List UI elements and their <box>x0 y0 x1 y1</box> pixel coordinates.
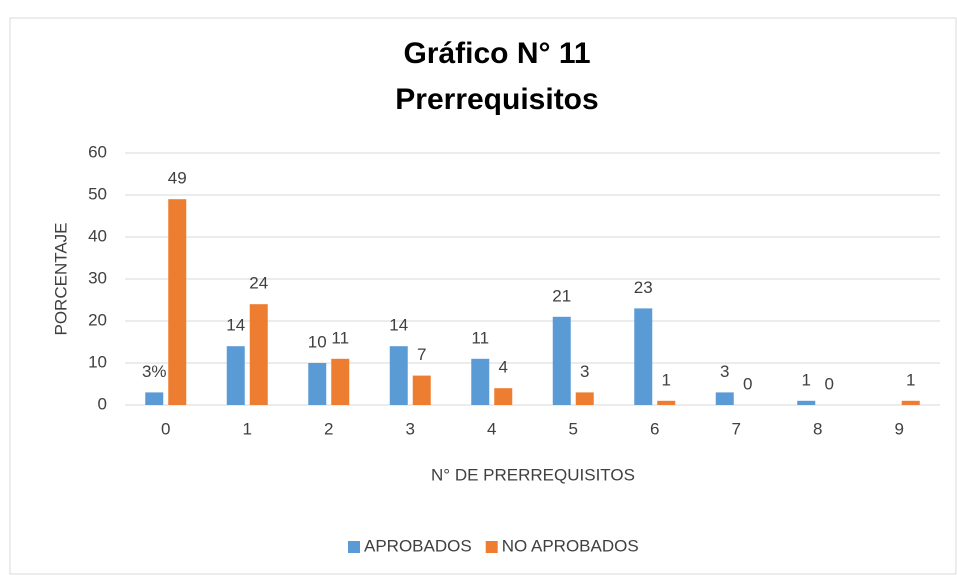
data-label: 1 <box>662 370 671 389</box>
y-tick-label: 60 <box>88 142 107 161</box>
data-label: 23 <box>634 278 653 297</box>
data-label: 14 <box>389 316 408 335</box>
bar <box>412 375 431 405</box>
data-label: 24 <box>249 274 268 293</box>
data-label: 0 <box>825 374 834 393</box>
bar <box>389 346 408 405</box>
x-tick-label: 7 <box>732 419 741 438</box>
bar <box>797 400 816 405</box>
data-label: 0 <box>743 374 752 393</box>
data-label: 1 <box>906 370 915 389</box>
y-tick-label: 30 <box>88 268 107 287</box>
y-tick-label: 40 <box>88 226 107 245</box>
data-label: 10 <box>308 332 327 351</box>
legend-swatch <box>485 541 498 553</box>
data-label: 3 <box>720 362 729 381</box>
legend-label: NO APROBADOS <box>502 536 639 555</box>
x-tick-label: 4 <box>487 419 496 438</box>
y-tick-label: 0 <box>98 394 107 413</box>
data-label: 21 <box>552 286 571 305</box>
data-label: 4 <box>499 358 508 377</box>
x-axis-label: N° DE PRERREQUISITOS <box>431 465 635 484</box>
x-tick-label: 3 <box>406 419 415 438</box>
data-label: 49 <box>168 169 187 188</box>
y-tick-label: 10 <box>88 352 107 371</box>
bar <box>331 358 350 405</box>
legend-swatch <box>348 541 360 553</box>
data-label: 3 <box>580 362 589 381</box>
data-label: 11 <box>331 328 349 347</box>
bar <box>308 363 327 405</box>
x-tick-label: 5 <box>569 419 578 438</box>
bar <box>494 388 513 405</box>
data-label: 3% <box>142 362 167 381</box>
data-label: 14 <box>226 316 245 335</box>
y-tick-label: 50 <box>88 184 107 203</box>
bar <box>901 400 920 405</box>
bar <box>471 358 490 405</box>
bar <box>168 199 187 405</box>
legend-label: APROBADOS <box>364 536 472 555</box>
bar <box>715 392 734 405</box>
chart-title: Gráfico N° 11 <box>403 37 590 70</box>
data-label: 1 <box>802 370 811 389</box>
x-tick-label: 0 <box>161 419 170 438</box>
x-tick-label: 9 <box>895 419 904 438</box>
bar <box>657 400 676 405</box>
x-tick-label: 1 <box>243 419 252 438</box>
bar <box>249 304 268 405</box>
bar <box>575 392 594 405</box>
x-tick-label: 6 <box>650 419 659 438</box>
data-label: 7 <box>417 345 426 364</box>
chart-frame <box>9 17 957 575</box>
chart-title: Prerrequisitos <box>395 83 598 116</box>
x-tick-label: 2 <box>324 419 333 438</box>
x-tick-label: 8 <box>813 419 822 438</box>
bar <box>552 316 571 405</box>
data-label: 11 <box>471 328 489 347</box>
y-tick-label: 20 <box>88 310 107 329</box>
bar <box>145 392 164 405</box>
y-axis-label: PORCENTAJE <box>51 222 70 335</box>
bar <box>226 346 245 405</box>
bar <box>634 308 653 405</box>
